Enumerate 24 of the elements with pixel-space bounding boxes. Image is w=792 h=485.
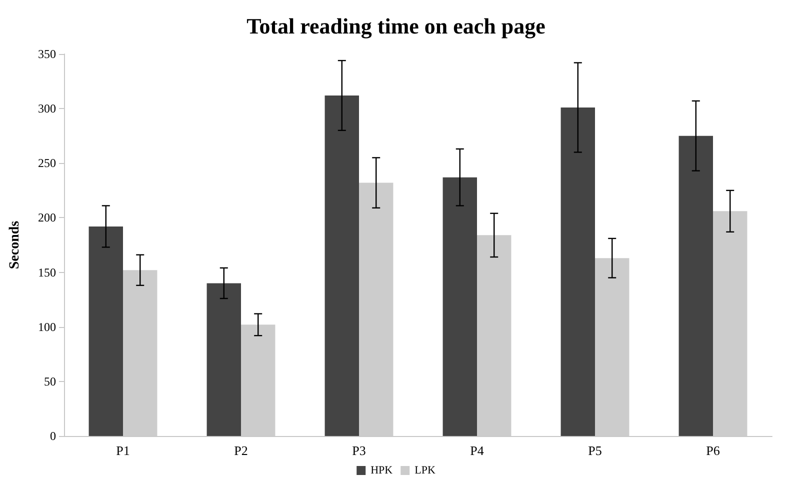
x-tick-label: P3 [352, 443, 366, 458]
y-tick-label: 0 [50, 429, 56, 443]
y-tick-label: 350 [38, 47, 56, 61]
x-tick-label: P6 [706, 443, 720, 458]
y-tick-label: 250 [38, 156, 56, 170]
legend-label: LPK [414, 464, 436, 476]
legend-label: HPK [370, 464, 393, 476]
x-tick-label: P1 [116, 443, 130, 458]
bar [324, 95, 359, 436]
bar [88, 226, 123, 436]
x-tick-label: P2 [234, 443, 248, 458]
chart-title: Total reading time on each page [246, 14, 546, 38]
x-tick-label: P4 [470, 443, 484, 458]
x-tick-label: P5 [588, 443, 602, 458]
bar [560, 107, 595, 436]
y-tick-label: 300 [38, 102, 56, 116]
bar [442, 177, 477, 436]
y-tick-label: 50 [44, 374, 56, 388]
y-tick-label: 150 [38, 265, 56, 280]
y-tick-label: 200 [38, 210, 56, 225]
bar [206, 283, 241, 436]
y-axis-title: Seconds [8, 220, 22, 270]
bar [678, 136, 713, 436]
y-tick-label: 100 [38, 320, 56, 334]
